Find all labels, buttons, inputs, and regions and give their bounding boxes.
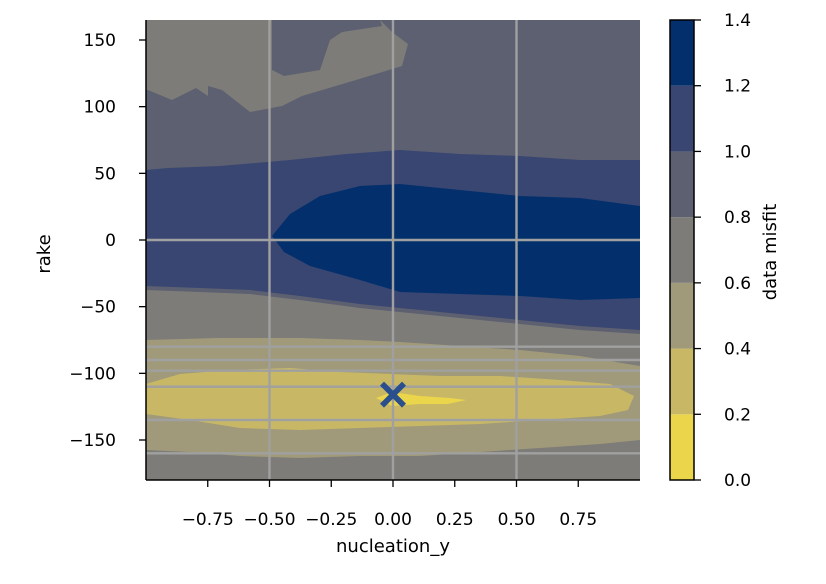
colorbar-tick-label: 1.4 [724,11,751,31]
x-tick-label: 0.25 [436,510,474,530]
colorbar-segment [670,85,694,152]
x-axis-ticks: −0.75 −0.50 −0.25 0.00 0.25 0.50 0.75 [182,480,597,530]
minimum-x-marker [380,381,406,408]
colorbar-segment [670,217,694,283]
colorbar [669,19,695,481]
y-tick-label: −100 [69,364,116,384]
colorbar-tick-label: 1.0 [724,142,751,162]
y-tick-label: 100 [84,98,116,118]
colorbar-tick-label: 0.8 [724,208,751,228]
x-tick-label: −0.75 [182,510,234,530]
y-axis-ticks: 150 100 50 0 −50 −100 −150 [69,31,146,451]
colorbar-label: data misfit [760,204,781,301]
colorbar-segment [670,348,694,415]
colorbar-tick-label: 0.6 [724,274,751,294]
y-axis-label: rake [34,234,55,273]
x-tick-label: −0.25 [305,510,357,530]
colorbar-tick-label: 1.2 [724,77,751,97]
plot-area [146,20,640,480]
y-tick-label: −150 [69,431,116,451]
y-tick-label: 150 [84,31,116,51]
colorbar-frame [669,19,695,481]
contour-band-upper-shade-2 [398,20,640,40]
colorbar-segment [670,282,694,349]
x-tick-label: −0.50 [243,510,295,530]
x-tick-label: 0.00 [374,510,412,530]
contour-band-upper-shade [272,20,382,76]
colorbar-segment [670,151,694,218]
colorbar-segment [670,20,694,86]
colorbar-ticks: 0.0 0.2 0.4 0.6 0.8 1.0 1.2 1.4 [694,11,751,491]
y-tick-label: −50 [80,298,116,318]
minimum-marker [380,381,406,408]
x-tick-label: 0.50 [498,510,536,530]
contour-band-darkest [272,184,640,300]
colorbar-tick-label: 0.0 [724,471,751,491]
grid-lines [146,20,640,480]
colorbar-tick-label: 0.4 [724,340,751,360]
x-axis-label: nucleation_y [336,536,450,557]
y-tick-label: 0 [105,231,116,251]
colorbar-segment [670,414,694,480]
x-tick-label: 0.75 [559,510,597,530]
colorbar-tick-label: 0.2 [724,405,751,425]
y-tick-label: 50 [94,164,116,184]
